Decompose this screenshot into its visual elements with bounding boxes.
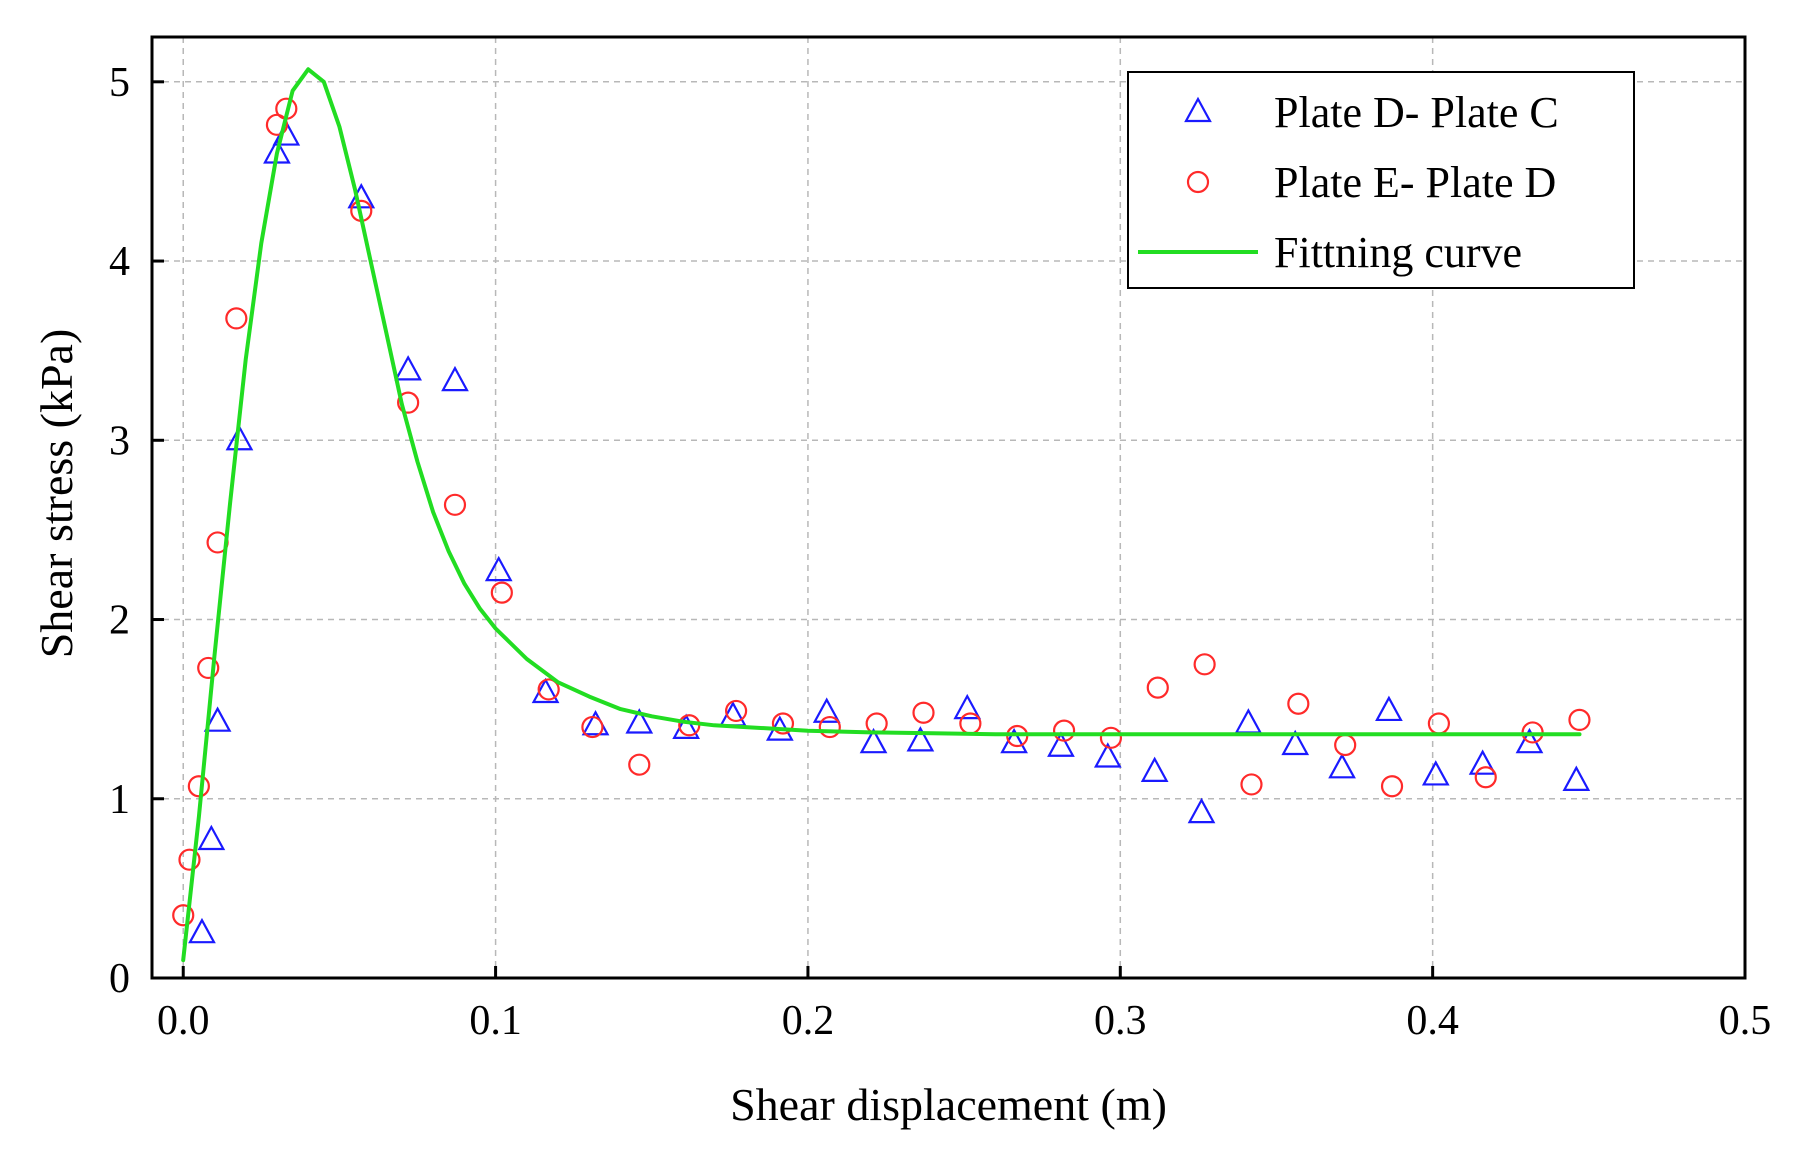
data-point-triangle <box>1140 756 1169 782</box>
data-point-circle <box>397 391 420 414</box>
data-point-triangle <box>1468 749 1497 775</box>
data-point-triangle <box>1421 760 1450 786</box>
data-point-triangle <box>1375 695 1403 722</box>
x-axis-title: Shear displacement (m) <box>730 1079 1167 1130</box>
data-point-circle <box>1193 653 1216 676</box>
x-tick-label: 0.0 <box>157 998 210 1044</box>
data-point-triangle <box>1234 708 1263 734</box>
data-point-triangle <box>859 727 888 754</box>
data-point-triangle <box>1093 742 1122 768</box>
data-point-circle <box>537 678 560 701</box>
data-point-circle <box>959 712 982 735</box>
data-point-circle <box>187 775 210 798</box>
y-tick-label: 4 <box>109 239 130 285</box>
legend-label: Fittning curve <box>1274 228 1522 277</box>
y-tick-label: 3 <box>109 418 130 464</box>
data-point-circle <box>443 493 467 516</box>
legend-label: Plate E- Plate D <box>1274 158 1556 207</box>
data-point-circle <box>1052 719 1076 742</box>
data-point-circle <box>172 904 195 927</box>
data-point-circle <box>1474 766 1497 789</box>
grid-lines <box>152 37 1745 978</box>
data-point-triangle <box>906 726 935 752</box>
y-tick-label: 0 <box>109 956 130 1002</box>
legend-circle-marker <box>1186 170 1210 194</box>
data-point-triangle <box>581 709 610 736</box>
x-tick-label: 0.4 <box>1406 998 1459 1044</box>
y-tick-label: 1 <box>109 777 130 823</box>
x-tick-label: 0.3 <box>1094 998 1147 1044</box>
data-point-circle <box>818 715 841 739</box>
data-point-triangle <box>1047 731 1075 757</box>
data-point-circle <box>724 699 748 723</box>
data-point-triangle <box>812 697 841 723</box>
plot-series <box>172 67 1591 963</box>
data-point-circle <box>1146 676 1169 699</box>
x-tick-label: 0.5 <box>1719 998 1772 1044</box>
data-point-circle <box>628 753 651 776</box>
data-point-triangle <box>1328 752 1356 779</box>
data-point-circle <box>225 307 248 330</box>
data-point-triangle <box>1562 765 1591 791</box>
x-tick-label: 0.1 <box>469 998 522 1044</box>
plot-frame <box>150 35 1747 980</box>
series-2 <box>181 67 1582 963</box>
data-point-circle <box>1380 775 1404 798</box>
data-point-circle <box>265 113 289 136</box>
data-point-circle <box>490 581 513 604</box>
legend: Plate D- Plate C Plate E- Plate D Fittning… <box>1127 71 1635 289</box>
legend-triangle-marker <box>1184 96 1212 123</box>
data-point-circle <box>1099 726 1123 749</box>
data-point-triangle <box>484 555 513 582</box>
data-point-circle <box>1568 708 1591 731</box>
data-point-circle <box>912 701 935 724</box>
axis-ticks: 0.0 0.1 0.2 0.3 0.4 0.5 0 1 2 3 4 5 <box>109 60 1771 1044</box>
legend-label: Plate D- Plate C <box>1274 88 1559 137</box>
data-point-circle <box>178 848 201 871</box>
data-point-circle <box>1287 692 1310 715</box>
data-point-triangle <box>441 365 469 392</box>
data-point-triangle <box>394 355 422 381</box>
data-point-triangle <box>953 693 982 720</box>
data-point-circle <box>1240 773 1263 796</box>
data-point-circle <box>197 656 220 680</box>
y-tick-label: 2 <box>109 598 130 644</box>
y-tick-label: 5 <box>109 60 130 106</box>
data-point-triangle <box>1281 729 1310 756</box>
x-tick-label: 0.2 <box>782 998 835 1044</box>
data-point-triangle <box>188 917 216 944</box>
data-point-triangle <box>203 706 232 732</box>
data-point-circle <box>1427 712 1450 735</box>
data-point-circle <box>1334 733 1357 757</box>
data-point-triangle <box>719 701 747 727</box>
data-point-triangle <box>225 424 254 451</box>
data-point-triangle <box>1187 797 1216 824</box>
data-point-triangle <box>625 708 654 734</box>
data-point-triangle <box>197 824 226 851</box>
data-point-circle <box>678 714 701 737</box>
data-point-circle <box>771 712 795 735</box>
fitting-curve-line <box>181 67 1582 963</box>
data-point-circle <box>581 715 604 739</box>
y-axis-title: Shear stress (kPa) <box>31 329 82 659</box>
